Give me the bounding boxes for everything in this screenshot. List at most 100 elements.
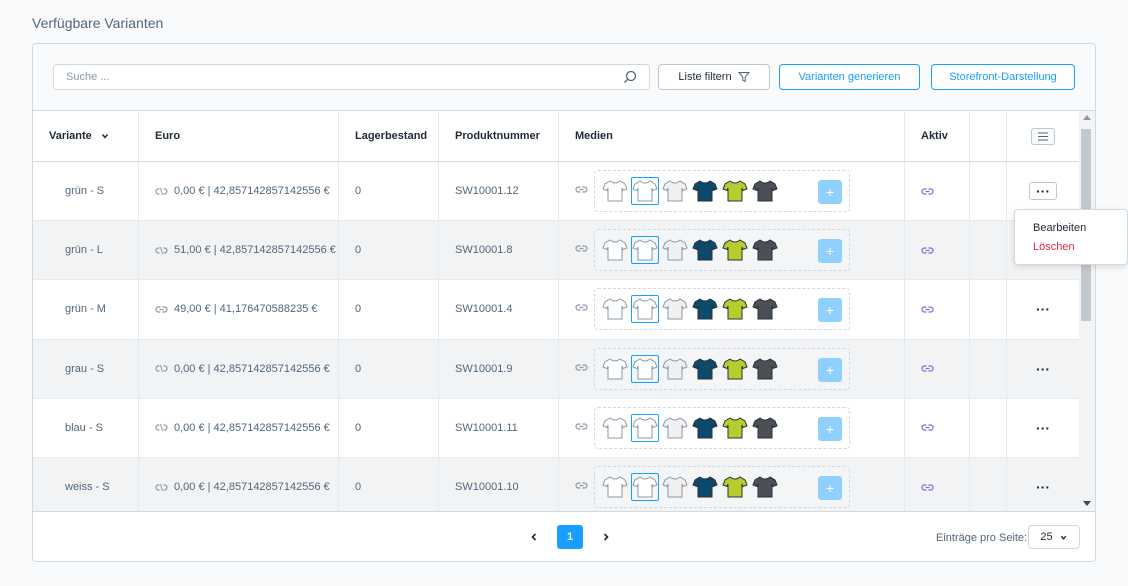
media-thumbnail[interactable]	[691, 355, 719, 383]
storefront-display-button[interactable]: Storefront-Darstellung	[931, 64, 1075, 90]
column-header-stock[interactable]: Lagerbestand	[339, 111, 439, 161]
active-inheritance-icon[interactable]	[921, 422, 934, 433]
stock-cell[interactable]: 0	[339, 280, 439, 339]
chevron-down-icon[interactable]	[100, 131, 110, 141]
column-header-active[interactable]: Aktiv	[905, 111, 970, 161]
media-inheritance-icon[interactable]	[575, 421, 588, 432]
stock-cell[interactable]: 0	[339, 339, 439, 398]
media-thumbnail[interactable]	[661, 177, 689, 205]
media-thumbnail[interactable]	[751, 473, 779, 501]
active-cell[interactable]	[905, 280, 970, 339]
stock-cell[interactable]: 0	[339, 162, 439, 221]
media-thumbnail[interactable]	[601, 414, 629, 442]
table-row[interactable]: blau - S 0,00 € | 42,857142857142556 € 0 SW…	[33, 398, 1079, 458]
active-cell[interactable]	[905, 339, 970, 398]
price-cell[interactable]: 0,00 € | 42,857142857142556 €	[139, 162, 339, 221]
stock-cell[interactable]: 0	[339, 398, 439, 457]
media-thumbnail[interactable]	[691, 236, 719, 264]
price-inheritance-icon[interactable]	[155, 304, 168, 315]
add-media-button[interactable]: +	[818, 416, 842, 441]
table-row[interactable]: grau - S 0,00 € | 42,857142857142556 € 0 SW…	[33, 339, 1079, 399]
price-inheritance-icon[interactable]	[155, 363, 168, 374]
media-thumbnail[interactable]	[721, 355, 749, 383]
media-thumbnail[interactable]	[661, 414, 689, 442]
active-inheritance-icon[interactable]	[921, 245, 934, 256]
media-thumbnail[interactable]	[751, 177, 779, 205]
row-actions-button[interactable]: ···	[1036, 301, 1050, 318]
table-row[interactable]: grün - S 0,00 € | 42,857142857142556 € 0 SW…	[33, 162, 1079, 222]
product-number-cell[interactable]: SW10001.8	[439, 221, 559, 280]
table-row[interactable]: weiss - S 0,00 € | 42,857142857142556 € 0 S…	[33, 458, 1079, 511]
active-inheritance-icon[interactable]	[921, 186, 934, 197]
media-thumbnail[interactable]	[691, 473, 719, 501]
media-thumbnail[interactable]	[631, 413, 659, 442]
media-inheritance-icon[interactable]	[575, 480, 588, 491]
media-thumbnail[interactable]	[691, 414, 719, 442]
generate-variants-button[interactable]: Varianten generieren	[779, 64, 920, 90]
media-thumbnail[interactable]	[601, 295, 629, 323]
media-thumbnail[interactable]	[661, 355, 689, 383]
product-number-cell[interactable]: SW10001.4	[439, 280, 559, 339]
add-media-button[interactable]: +	[818, 298, 842, 323]
media-thumbnail[interactable]	[751, 295, 779, 323]
row-actions-button[interactable]: ···	[1036, 360, 1050, 377]
media-inheritance-icon[interactable]	[575, 184, 588, 195]
stock-cell[interactable]: 0	[339, 458, 439, 511]
media-thumbnail[interactable]	[601, 355, 629, 383]
active-cell[interactable]	[905, 398, 970, 457]
media-thumbnail[interactable]	[751, 355, 779, 383]
media-inheritance-icon[interactable]	[575, 362, 588, 373]
product-number-cell[interactable]: SW10001.11	[439, 398, 559, 457]
media-thumbnail[interactable]	[751, 236, 779, 264]
search-icon[interactable]	[623, 70, 637, 84]
media-thumbnail[interactable]	[721, 414, 749, 442]
price-inheritance-icon[interactable]	[155, 422, 168, 433]
product-number-cell[interactable]: SW10001.9	[439, 339, 559, 398]
media-upload-box[interactable]: +	[594, 406, 850, 449]
price-inheritance-icon[interactable]	[155, 482, 168, 493]
search-field[interactable]	[53, 64, 650, 90]
media-thumbnail[interactable]	[721, 236, 749, 264]
media-thumbnail[interactable]	[751, 414, 779, 442]
grid-scrollbar[interactable]	[1079, 111, 1095, 511]
next-page-button[interactable]	[597, 525, 615, 549]
table-row[interactable]: grün - L 51,00 € | 42,857142857142556 € 0 S…	[33, 221, 1079, 281]
price-cell[interactable]: 51,00 € | 42,857142857142556 €	[139, 221, 339, 280]
column-settings-button[interactable]	[1031, 127, 1055, 145]
price-cell[interactable]: 49,00 € | 41,176470588235 €	[139, 280, 339, 339]
product-number-cell[interactable]: SW10001.12	[439, 162, 559, 221]
media-thumbnail[interactable]	[601, 236, 629, 264]
column-header-price[interactable]: Euro	[139, 111, 339, 161]
price-cell[interactable]: 0,00 € | 42,857142857142556 €	[139, 339, 339, 398]
active-cell[interactable]	[905, 162, 970, 221]
media-thumbnail[interactable]	[691, 177, 719, 205]
media-thumbnail[interactable]	[601, 177, 629, 205]
media-thumbnail[interactable]	[721, 473, 749, 501]
media-thumbnail[interactable]	[631, 354, 659, 383]
column-header-variant[interactable]: Variante	[33, 111, 139, 161]
media-thumbnail[interactable]	[631, 473, 659, 502]
search-input[interactable]	[66, 69, 606, 85]
row-actions-button[interactable]: ···	[1036, 479, 1050, 496]
active-inheritance-icon[interactable]	[921, 482, 934, 493]
media-thumbnail[interactable]	[721, 177, 749, 205]
active-inheritance-icon[interactable]	[921, 363, 934, 374]
media-upload-box[interactable]: +	[594, 347, 850, 390]
media-upload-box[interactable]: +	[594, 170, 850, 213]
price-cell[interactable]: 0,00 € | 42,857142857142556 €	[139, 458, 339, 511]
media-thumbnail[interactable]	[631, 177, 659, 206]
per-page-select[interactable]: 25	[1028, 525, 1080, 549]
table-row[interactable]: grün - M 49,00 € | 41,176470588235 € 0 SW10…	[33, 280, 1079, 340]
media-upload-box[interactable]: +	[594, 288, 850, 331]
media-inheritance-icon[interactable]	[575, 302, 588, 313]
scroll-up-arrow-icon[interactable]	[1083, 115, 1091, 120]
media-upload-box[interactable]: +	[594, 466, 850, 509]
row-actions-button[interactable]: ···	[1036, 419, 1050, 436]
scroll-down-arrow-icon[interactable]	[1083, 501, 1091, 506]
filter-list-button[interactable]: Liste filtern	[658, 64, 770, 90]
stock-cell[interactable]: 0	[339, 221, 439, 280]
context-menu-edit[interactable]: Bearbeiten	[1033, 222, 1087, 234]
media-thumbnail[interactable]	[721, 295, 749, 323]
media-thumbnail[interactable]	[661, 295, 689, 323]
price-inheritance-icon[interactable]	[155, 245, 168, 256]
